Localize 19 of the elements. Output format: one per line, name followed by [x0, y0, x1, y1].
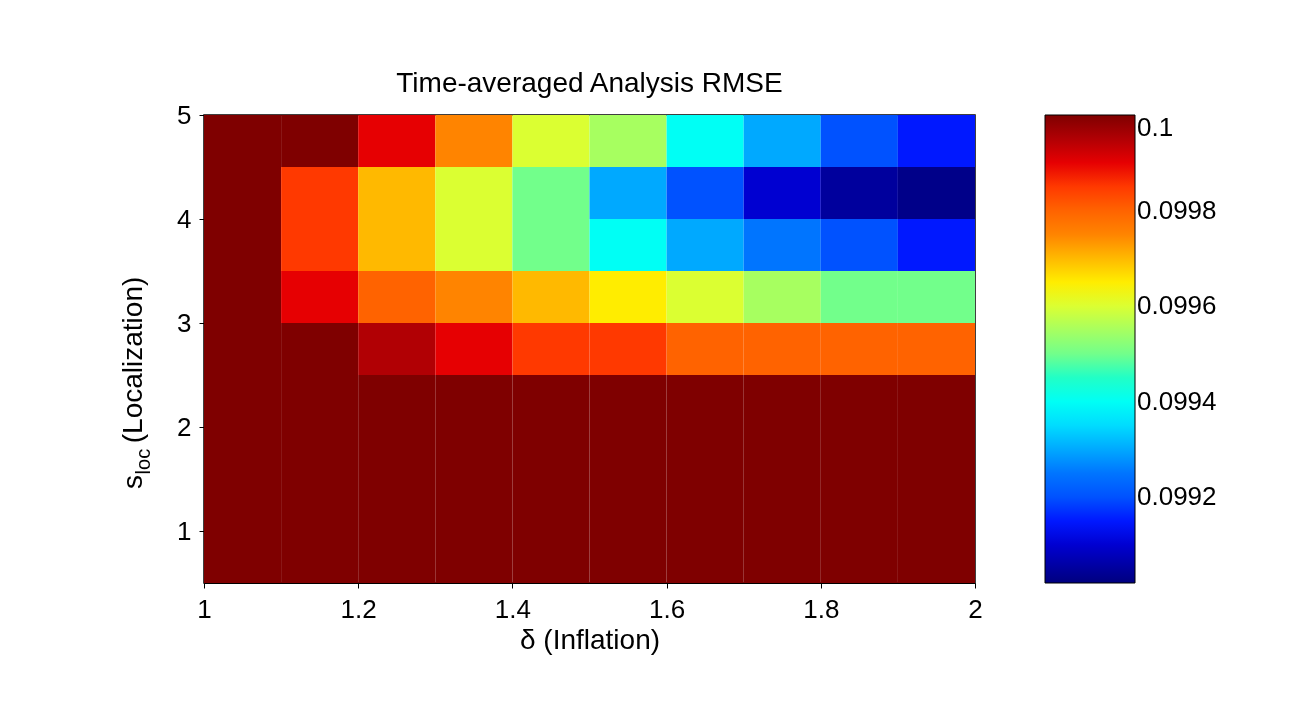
chart-title: Time-averaged Analysis RMSE: [396, 67, 783, 98]
x-tick-label: 1.6: [649, 593, 686, 624]
color-bar-label: 0.0998: [1137, 194, 1217, 225]
color-bar-label: 0.1: [1137, 112, 1174, 142]
y-tick-label: 3: [177, 307, 192, 338]
y-tick-label: 2: [177, 411, 192, 442]
y-axis-title: sloc (Localization): [117, 276, 154, 489]
x-tick-label: 2: [968, 593, 983, 624]
x-tick-label: 1.2: [340, 593, 377, 624]
x-axis-title: δ (Inflation): [519, 623, 661, 655]
y-tick-label: 4: [177, 203, 192, 234]
color-bar-label: 0.0992: [1137, 481, 1217, 512]
x-tick-label: 1.4: [494, 593, 531, 624]
color-bar-label: 0.0996: [1137, 290, 1217, 321]
y-tick-label: 5: [177, 99, 192, 130]
y-tick-label: 1: [177, 515, 192, 546]
x-tick-label: 1.8: [803, 593, 840, 624]
x-tick-label: 1: [197, 593, 212, 624]
color-bar-label: 0.0994: [1137, 385, 1217, 416]
